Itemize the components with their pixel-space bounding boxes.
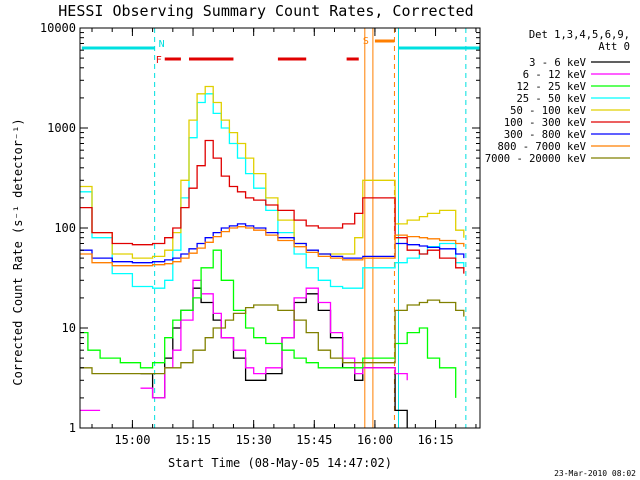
legend-label-6: 100 - 300 keV (504, 117, 587, 129)
legend-title-line-1: Det 1,3,4,5,6,9, (529, 29, 630, 41)
series-line-7 (79, 223, 465, 264)
legend-label-2: 6 - 12 keV (523, 69, 587, 81)
series-line-8 (79, 226, 465, 267)
y-tick-label: 10000 (40, 21, 76, 35)
y-tick-label: 100 (54, 221, 76, 235)
flag-label-n: N (159, 39, 165, 50)
y-tick-label: 10 (62, 321, 76, 335)
plot-frame (79, 27, 481, 429)
flag-label-f: F (156, 55, 162, 66)
x-tick-label: 15:15 (175, 433, 211, 447)
y-axis-label: Corrected Count Rate (s⁻¹ detector⁻¹) (11, 118, 25, 385)
flag-label-s: S (363, 36, 369, 47)
x-tick-label: 15:30 (236, 433, 272, 447)
legend-title-line-2: Att 0 (598, 41, 630, 53)
y-tick-label: 1 (69, 421, 76, 435)
legend-label-9: 7000 - 20000 keV (485, 153, 587, 165)
series-line-9 (79, 299, 465, 375)
series-line-3 (79, 249, 457, 398)
series-line-6 (79, 139, 465, 274)
series-line-2 (79, 279, 408, 412)
x-tick-label: 16:00 (357, 433, 393, 447)
legend-label-8: 800 - 7000 keV (497, 141, 586, 153)
x-tick-label: 15:45 (296, 433, 332, 447)
timestamp: 23-Mar-2010 08:02 (554, 469, 636, 478)
x-tick-label: 15:00 (114, 433, 150, 447)
chart-title: HESSI Observing Summary Count Rates, Cor… (58, 2, 473, 20)
x-tick-label: 16:15 (417, 433, 453, 447)
legend-label-1: 3 - 6 keV (529, 57, 587, 69)
series-line-5 (79, 85, 465, 259)
x-axis-label: Start Time (08-May-05 14:47:02) (168, 456, 392, 470)
y-tick-label: 1000 (47, 121, 76, 135)
legend-label-3: 12 - 25 keV (516, 81, 586, 93)
series-line-4 (79, 93, 465, 289)
legend-label-4: 25 - 50 keV (516, 93, 586, 105)
legend-label-7: 300 - 800 keV (504, 129, 587, 141)
legend-label-5: 50 - 100 keV (510, 105, 587, 117)
